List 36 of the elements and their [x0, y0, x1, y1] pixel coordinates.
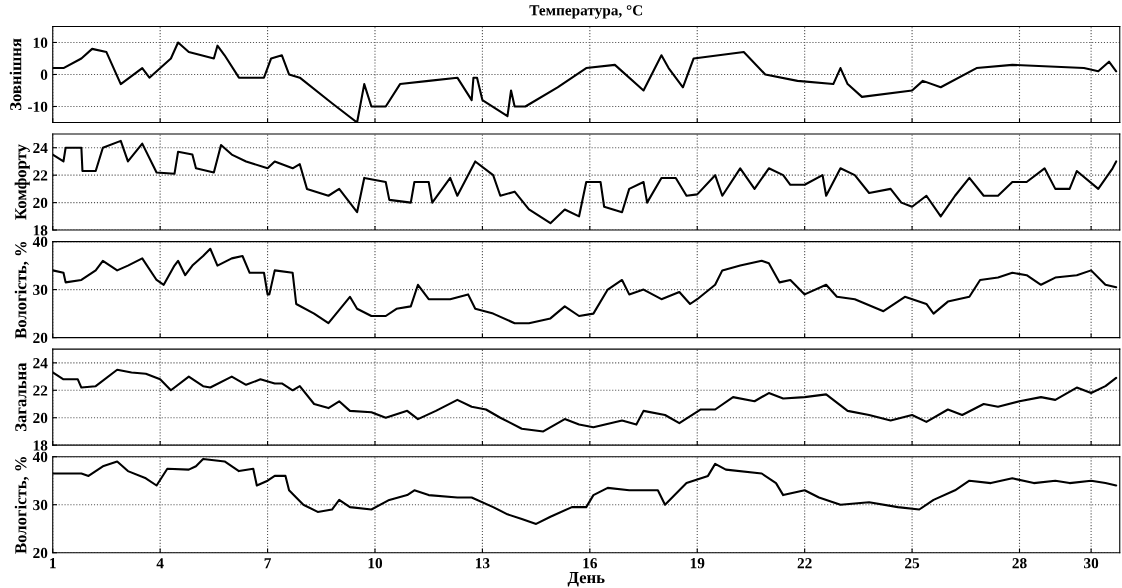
y-tick-label: 0 — [40, 69, 48, 80]
line-series — [52, 139, 1118, 225]
y-tick-label: 30 — [33, 499, 48, 511]
x-tick-label: 28 — [1012, 558, 1027, 569]
x-tick-label: 16 — [583, 558, 598, 569]
y-tick-label: 22 — [33, 170, 48, 181]
y-axis-title: Вологість, % — [14, 457, 29, 554]
y-tick-label: 24 — [33, 142, 48, 154]
y-tick-label: 40 — [32, 451, 48, 463]
y-tick-label: 18 — [33, 440, 48, 451]
y-axis-title: Вологість, % — [14, 241, 29, 339]
y-axis-title: Зовнішня — [9, 38, 22, 111]
x-tick-label: 13 — [475, 558, 490, 569]
y-tick-label: 40 — [32, 236, 48, 248]
x-tick-label: 25 — [905, 558, 920, 569]
x-tick-label: 4 — [156, 558, 164, 569]
x-tick-label: 19 — [690, 558, 705, 569]
x-tick-label: 7 — [264, 558, 272, 569]
x-tick-label: 22 — [797, 558, 812, 569]
y-tick-label: -10 — [28, 101, 48, 112]
y-tick-label: 24 — [33, 358, 48, 369]
y-tick-label: 10 — [33, 37, 48, 48]
y-tick-label: 22 — [33, 385, 48, 396]
y-tick-label: 20 — [33, 412, 48, 424]
y-axis-title: Комфорту — [14, 144, 30, 220]
x-tick-label: 1 — [50, 558, 56, 569]
x-tick-label: 10 — [368, 558, 383, 569]
y-tick-label: 20 — [33, 332, 48, 344]
x-axis-title: День — [567, 572, 605, 587]
y-tick-label: 18 — [33, 225, 48, 236]
y-tick-label: 20 — [33, 197, 48, 209]
x-tick-label: 30 — [1084, 558, 1099, 569]
y-axis-title: Загальна — [15, 362, 27, 432]
chart-title: Температура, °C — [529, 5, 643, 19]
y-tick-label: 20 — [33, 547, 48, 559]
y-tick-label: 30 — [33, 284, 48, 296]
